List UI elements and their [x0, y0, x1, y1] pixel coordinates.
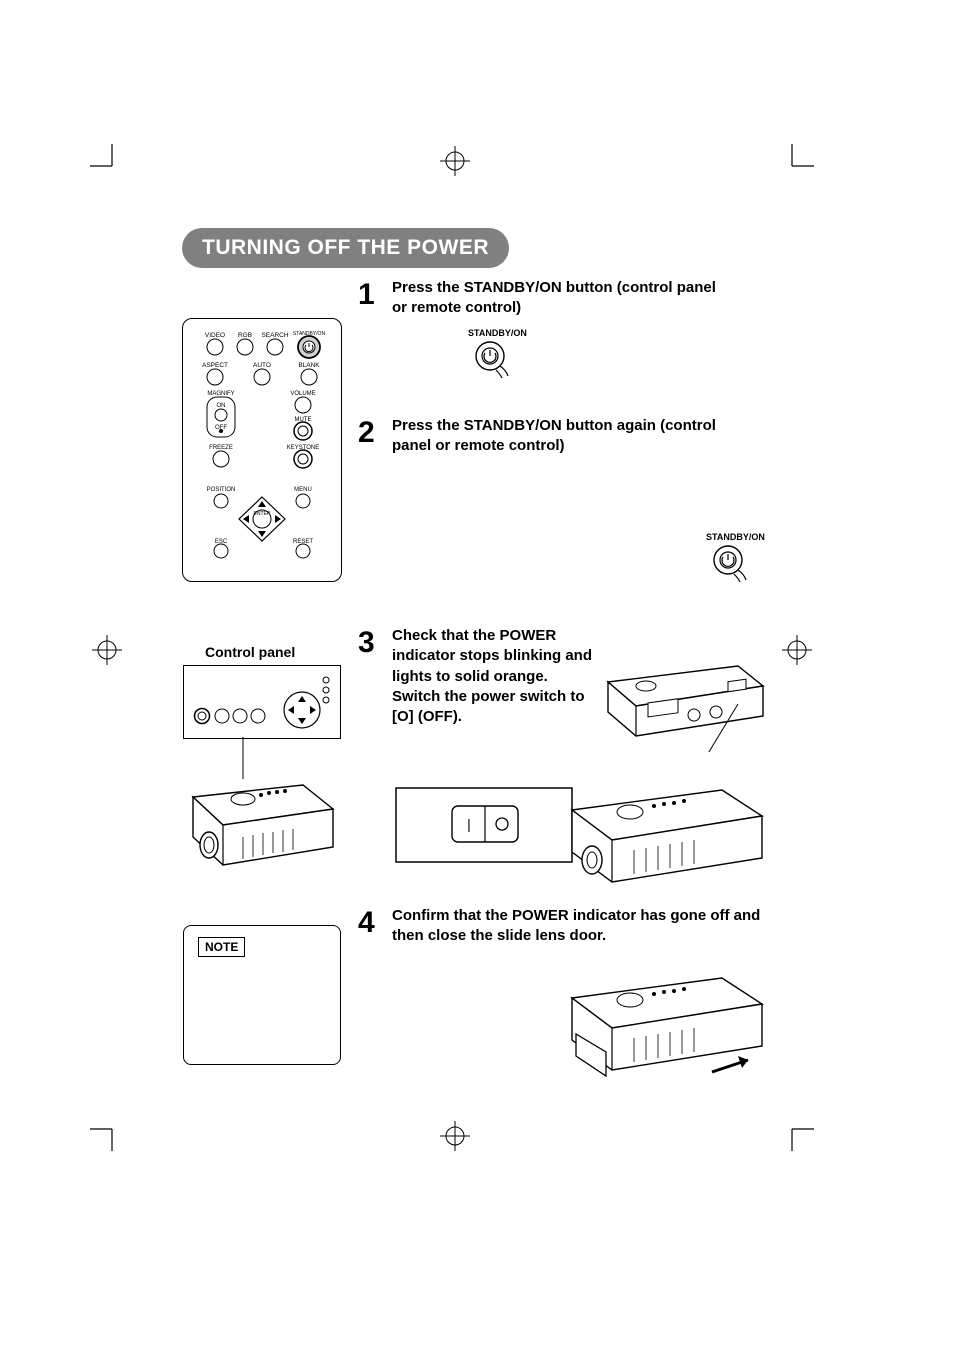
crop-mark-br — [780, 1117, 814, 1151]
standby-label-2: STANDBY/ON — [706, 532, 765, 542]
crop-mark-tr — [780, 144, 814, 178]
remote-label-position: POSITION — [207, 487, 236, 493]
svg-text:|: | — [467, 816, 471, 832]
step-2-number: 2 — [358, 416, 375, 450]
step-1-text: Press the STANDBY/ON button (control pan… — [392, 278, 732, 319]
remote-label-video: VIDEO — [205, 332, 225, 339]
note-label: NOTE — [198, 937, 245, 957]
projector-illustration-step3 — [562, 760, 772, 905]
step-1-number: 1 — [358, 278, 375, 312]
standby-button-illustration-1 — [470, 338, 518, 391]
section-title: TURNING OFF THE POWER — [182, 228, 509, 268]
remote-label-aspect: ASPECT — [202, 362, 228, 369]
step-4-number: 4 — [358, 906, 375, 940]
projector-illustration-left — [183, 737, 343, 902]
standby-button-illustration-2 — [708, 542, 756, 595]
projector-illustration-step4 — [562, 948, 772, 1093]
registration-mark-bottom — [440, 1121, 470, 1151]
standby-label-1: STANDBY/ON — [468, 328, 527, 338]
step-3-text: Check that the POWER indicator stops bli… — [392, 626, 592, 727]
registration-mark-top — [440, 146, 470, 176]
step-3-number: 3 — [358, 626, 375, 660]
remote-label-blank: BLANK — [298, 362, 320, 369]
remote-label-rgb: RGB — [238, 332, 252, 339]
step-2-text: Press the STANDBY/ON button again (contr… — [392, 416, 732, 457]
control-panel-label: Control panel — [205, 644, 295, 660]
remote-label-on: ON — [217, 403, 226, 409]
remote-label-enter: ENTER — [254, 511, 271, 517]
remote-label-freeze: FREEZE — [209, 445, 233, 451]
remote-label-search: SEARCH — [261, 332, 288, 339]
registration-mark-right — [782, 635, 812, 665]
crop-mark-bl — [90, 1117, 124, 1151]
remote-label-auto: AUTO — [253, 362, 271, 369]
projector-rear-illustration — [598, 642, 768, 757]
remote-label-menu: MENU — [294, 487, 312, 493]
control-panel-illustration — [183, 665, 341, 739]
remote-label-magnify: MAGNIFY — [207, 391, 234, 397]
crop-mark-tl — [90, 144, 124, 178]
remote-control-illustration: VIDEO RGB SEARCH STANDBY/ON ASPECT AUTO … — [182, 318, 342, 582]
step-4-text: Confirm that the POWER indicator has gon… — [392, 906, 762, 947]
remote-label-volume: VOLUME — [290, 391, 315, 397]
registration-mark-left — [92, 635, 122, 665]
